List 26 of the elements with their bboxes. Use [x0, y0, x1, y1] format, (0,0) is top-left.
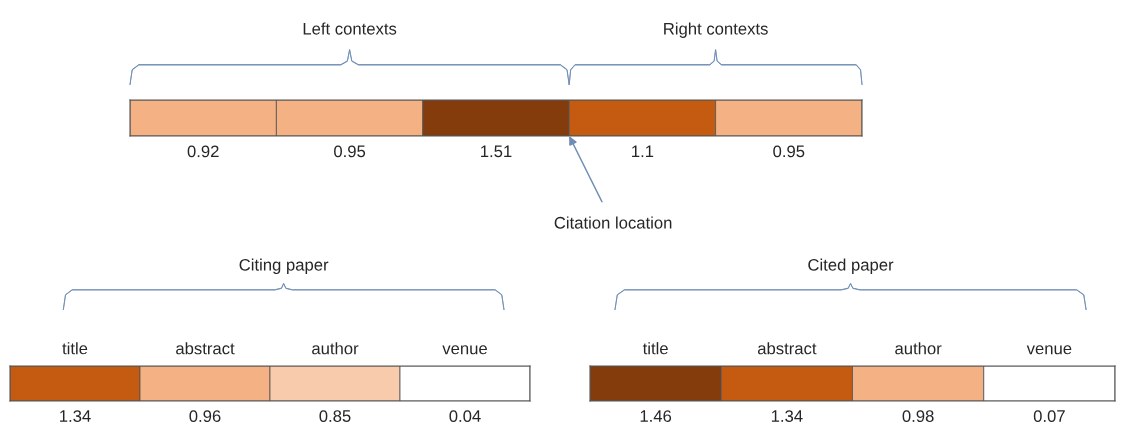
text: Citation location [554, 216, 672, 229]
category-label: author [312, 342, 359, 355]
data-label: 1.34 [771, 410, 803, 422]
data-label: 0.95 [773, 145, 805, 158]
category-label: venue [442, 345, 487, 355]
data-label: 0.96 [189, 410, 221, 422]
category-label: venue [1026, 345, 1072, 355]
category-label: title [642, 342, 668, 355]
data-label: 0.95 [334, 145, 366, 158]
category-label: author [895, 342, 942, 355]
category-label: title [62, 342, 88, 355]
data-label: 1.34 [60, 410, 91, 422]
data-label: 0.98 [902, 410, 934, 422]
data-label: 0.04 [449, 410, 481, 422]
data-label: 1.46 [640, 410, 672, 422]
category-label: abstract [757, 342, 817, 355]
data-label: 1.51 [481, 145, 512, 158]
text: Citing paper [239, 258, 329, 275]
text: Left contexts [303, 22, 397, 35]
category-label: abstract [176, 342, 235, 355]
data-label: 0.85 [319, 410, 351, 422]
text: Right contexts [664, 22, 768, 38]
text: Cited paper [808, 258, 894, 275]
data-label: 1.1 [632, 145, 654, 158]
data-label: 0.07 [1033, 410, 1065, 422]
data-label: 0.92 [187, 145, 219, 158]
